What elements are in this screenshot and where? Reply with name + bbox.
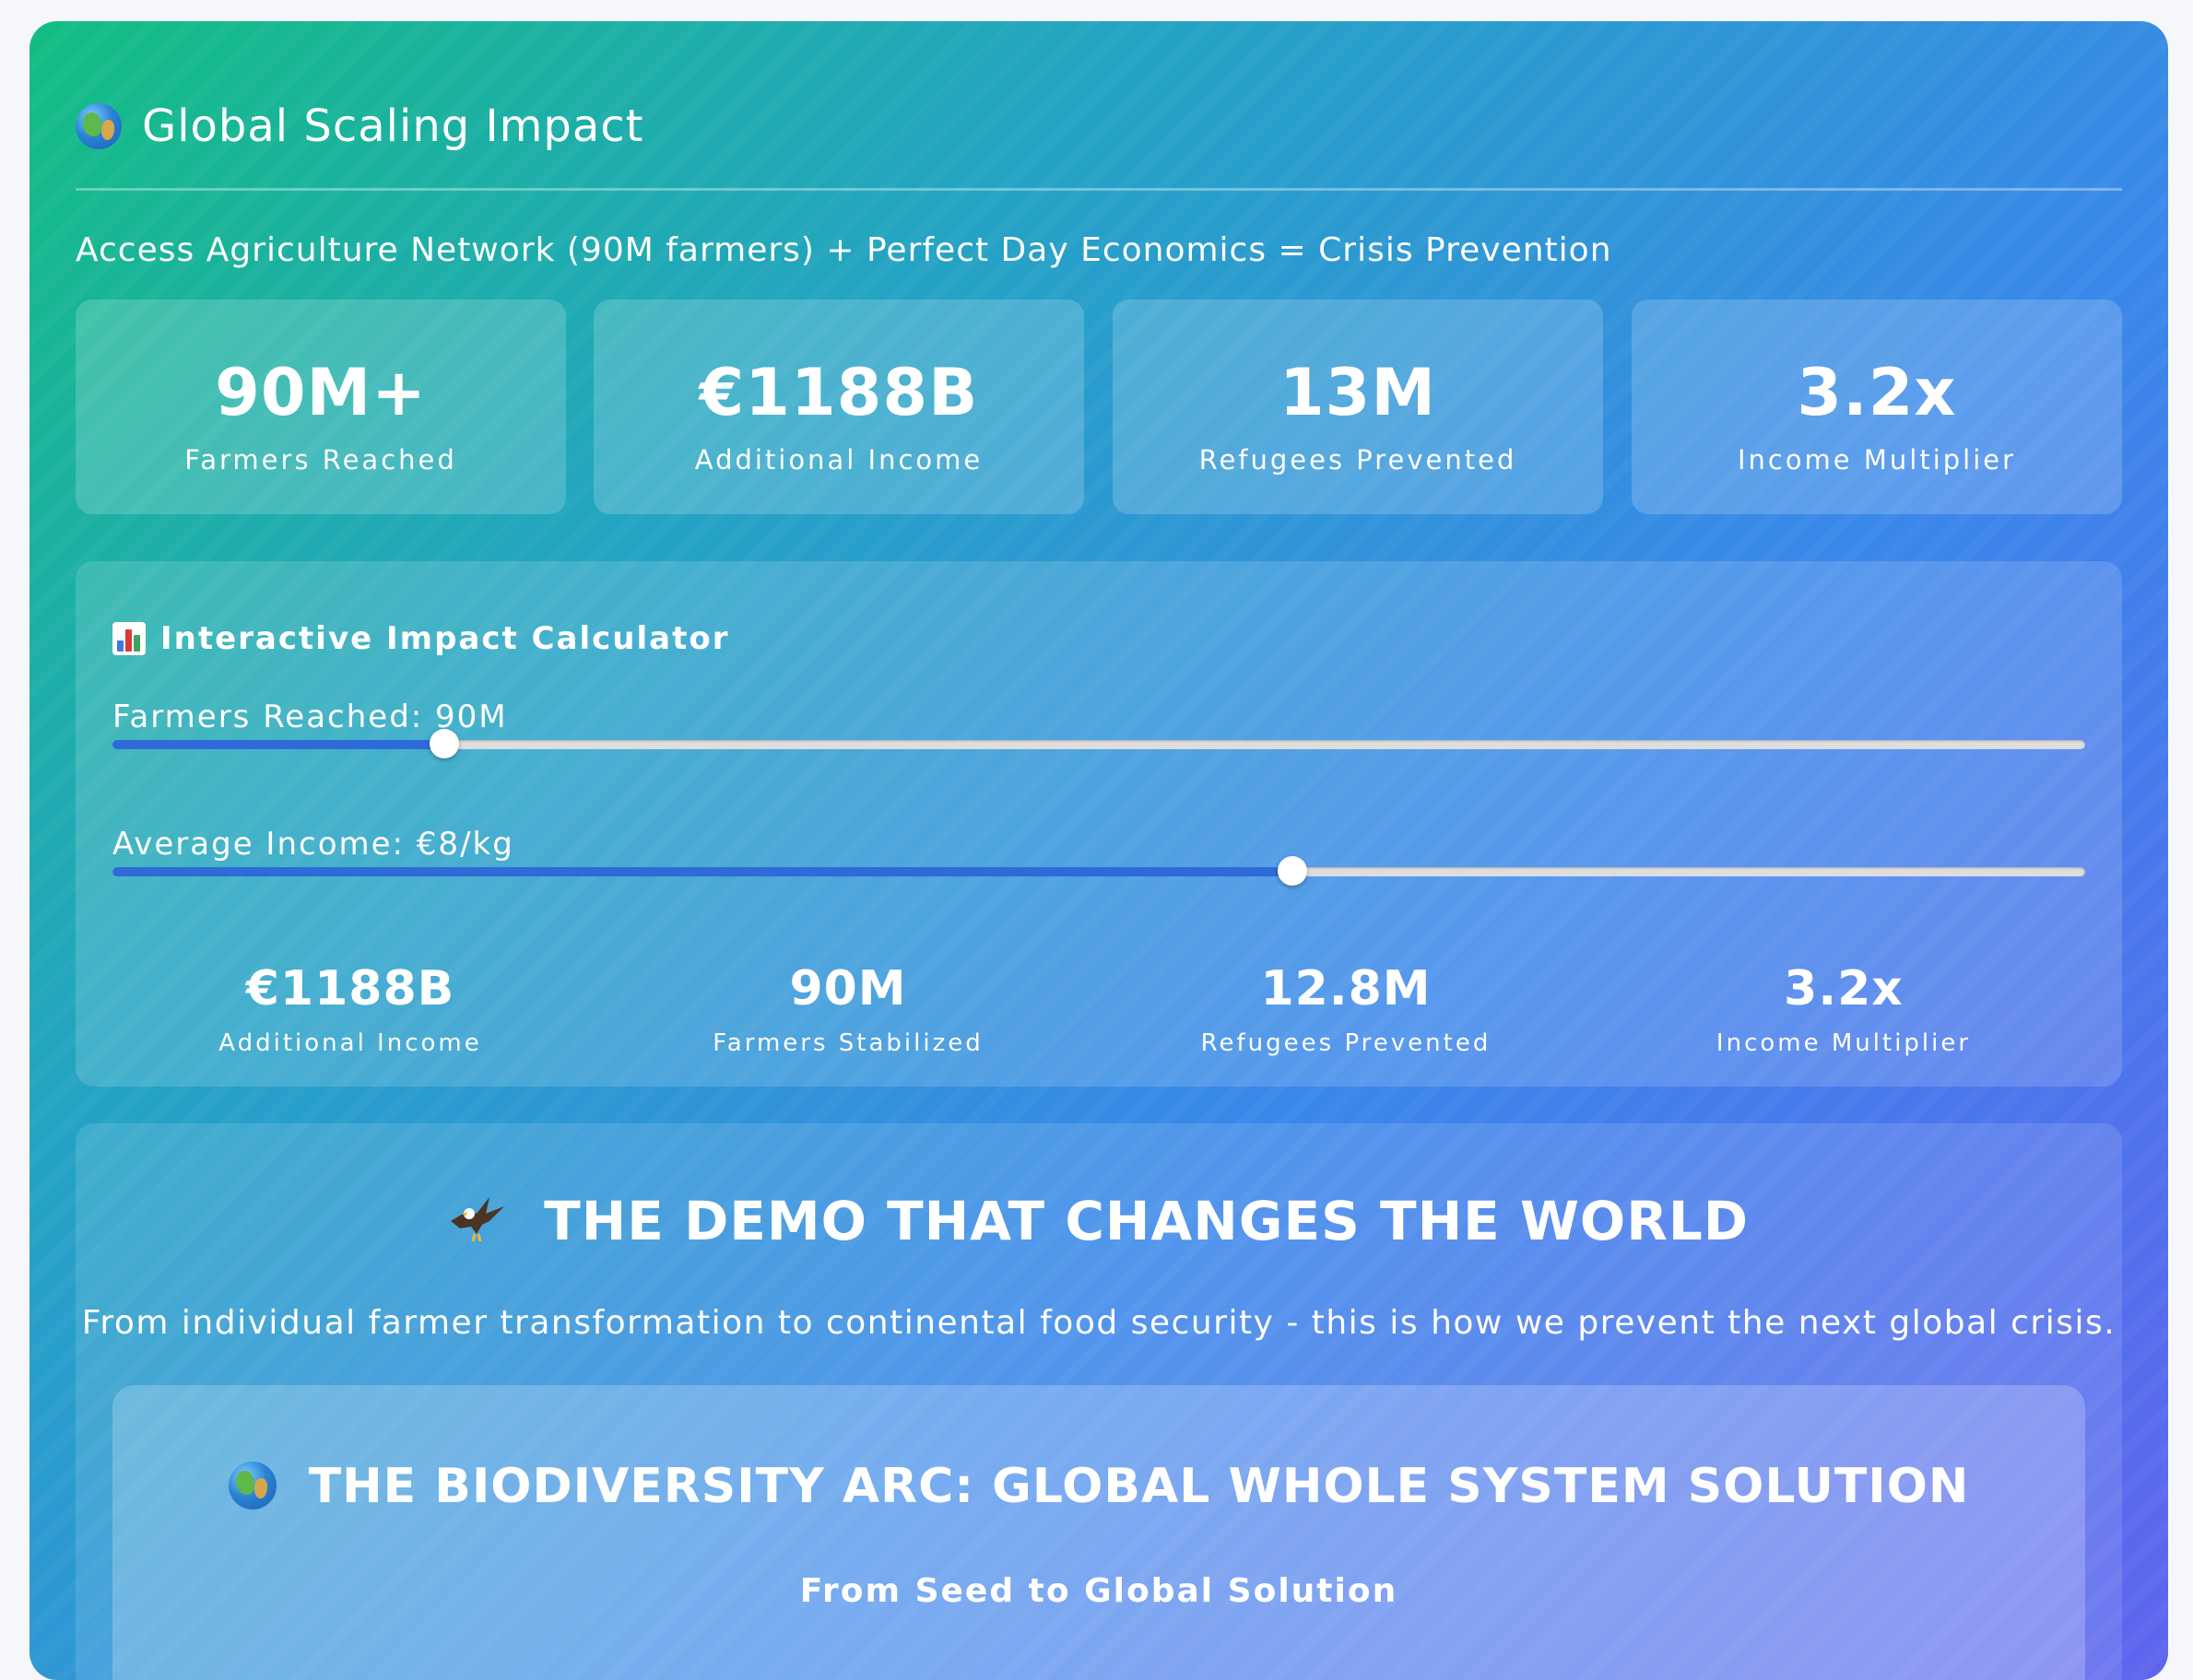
- stat-value: 13M: [1279, 355, 1437, 430]
- result-value: 90M: [789, 961, 907, 1016]
- stat-label: Income Multiplier: [1737, 444, 2017, 476]
- income-slider[interactable]: [112, 856, 2085, 886]
- result-value: 12.8M: [1260, 961, 1432, 1016]
- stat-value: 3.2x: [1797, 355, 1957, 430]
- result-label: Additional Income: [218, 1029, 482, 1057]
- globe-icon: [76, 103, 122, 149]
- eagle-icon: [450, 1197, 504, 1242]
- farmers-slider-thumb[interactable]: [429, 729, 459, 758]
- stat-card-farmers: 90M+ Farmers Reached: [76, 300, 566, 514]
- calculator-title: Interactive Impact Calculator: [160, 620, 730, 657]
- stat-label: Additional Income: [694, 444, 984, 476]
- stat-card-multiplier: 3.2x Income Multiplier: [1632, 300, 2122, 514]
- farmers-slider[interactable]: [112, 729, 2085, 758]
- stat-value: 90M+: [215, 355, 427, 430]
- result-label: Refugees Prevented: [1200, 1029, 1491, 1057]
- arc-subtitle: From Seed to Global Solution: [799, 1572, 1398, 1610]
- panel-header: Global Scaling Impact: [76, 75, 643, 178]
- demo-subtitle: From individual farmer transformation to…: [81, 1304, 2116, 1342]
- demo-section: [76, 1123, 2122, 1680]
- calculator-header: Interactive Impact Calculator: [112, 620, 730, 657]
- result-value: 3.2x: [1784, 961, 1904, 1016]
- stat-card-income: €1188B Additional Income: [594, 300, 1084, 514]
- globe-icon: [228, 1462, 277, 1510]
- result-income: €1188B Additional Income: [101, 961, 599, 1057]
- global-scaling-panel: Global Scaling Impact Access Agriculture…: [29, 21, 2168, 1680]
- panel-subtitle: Access Agriculture Network (90M farmers)…: [76, 231, 1612, 269]
- impact-calculator: [76, 561, 2122, 1087]
- result-label: Income Multiplier: [1715, 1029, 1972, 1057]
- bar-chart-icon: [112, 622, 146, 655]
- result-value: €1188B: [245, 961, 455, 1016]
- stat-label: Farmers Reached: [184, 444, 457, 476]
- income-slider-thumb[interactable]: [1277, 856, 1307, 886]
- result-label: Farmers Stabilized: [713, 1029, 984, 1057]
- biodiversity-arc-card: [112, 1385, 2085, 1680]
- stat-card-refugees: 13M Refugees Prevented: [1113, 300, 1603, 514]
- demo-title: THE DEMO THAT CHANGES THE WORLD: [544, 1190, 1750, 1252]
- arc-header: THE BIODIVERSITY ARC: GLOBAL WHOLE SYSTE…: [112, 1459, 2085, 1514]
- header-divider: [76, 188, 2122, 191]
- arc-title: THE BIODIVERSITY ARC: GLOBAL WHOLE SYSTE…: [308, 1459, 1970, 1514]
- income-slider-label: Average Income: €8/kg: [112, 826, 514, 863]
- stat-label: Refugees Prevented: [1198, 444, 1517, 476]
- income-slider-fill: [112, 867, 1292, 876]
- panel-title: Global Scaling Impact: [142, 100, 644, 152]
- demo-header: THE DEMO THAT CHANGES THE WORLD: [76, 1190, 2122, 1252]
- result-refugees: 12.8M Refugees Prevented: [1097, 961, 1595, 1057]
- farmers-slider-fill: [112, 740, 444, 749]
- result-multiplier: 3.2x Income Multiplier: [1595, 961, 2093, 1057]
- result-farmers: 90M Farmers Stabilized: [599, 961, 1097, 1057]
- stat-value: €1188B: [699, 355, 979, 430]
